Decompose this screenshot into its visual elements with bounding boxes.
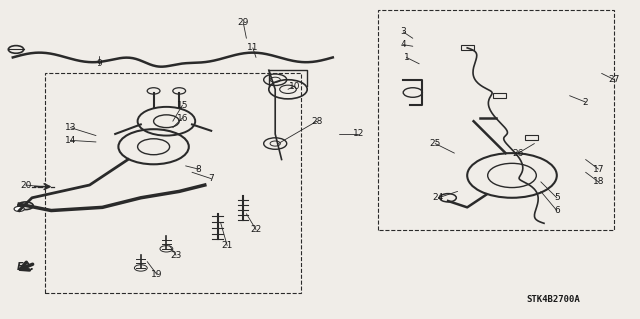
Text: 1: 1 (404, 53, 409, 62)
Text: 26: 26 (513, 149, 524, 158)
Text: FR.: FR. (17, 262, 35, 272)
Text: 6: 6 (554, 206, 559, 215)
Text: 19: 19 (151, 270, 163, 279)
Text: 2: 2 (583, 98, 588, 107)
Text: 22: 22 (250, 225, 262, 234)
Text: 18: 18 (593, 177, 604, 186)
Text: 28: 28 (311, 117, 323, 126)
Text: 24: 24 (433, 193, 444, 202)
Text: 10: 10 (289, 82, 300, 91)
Text: 7: 7 (209, 174, 214, 183)
Text: 8: 8 (196, 165, 201, 174)
Text: 12: 12 (353, 130, 364, 138)
Text: 14: 14 (65, 136, 76, 145)
Text: 16: 16 (177, 114, 188, 122)
Text: STK4B2700A: STK4B2700A (527, 295, 580, 304)
Text: 4: 4 (401, 40, 406, 49)
Text: 20: 20 (20, 181, 31, 189)
Circle shape (14, 206, 24, 211)
Bar (525, 135, 538, 140)
Bar (461, 45, 474, 50)
Text: 23: 23 (170, 251, 182, 260)
Text: 11: 11 (247, 43, 259, 52)
Text: 29: 29 (237, 18, 249, 27)
Text: 13: 13 (65, 123, 76, 132)
Text: 17: 17 (593, 165, 604, 174)
Text: 9: 9 (97, 59, 102, 68)
Text: 27: 27 (609, 75, 620, 84)
Text: 15: 15 (177, 101, 188, 110)
Text: 25: 25 (429, 139, 441, 148)
Text: 3: 3 (401, 27, 406, 36)
Text: 21: 21 (221, 241, 233, 250)
Text: 5: 5 (554, 193, 559, 202)
Bar (493, 93, 506, 98)
